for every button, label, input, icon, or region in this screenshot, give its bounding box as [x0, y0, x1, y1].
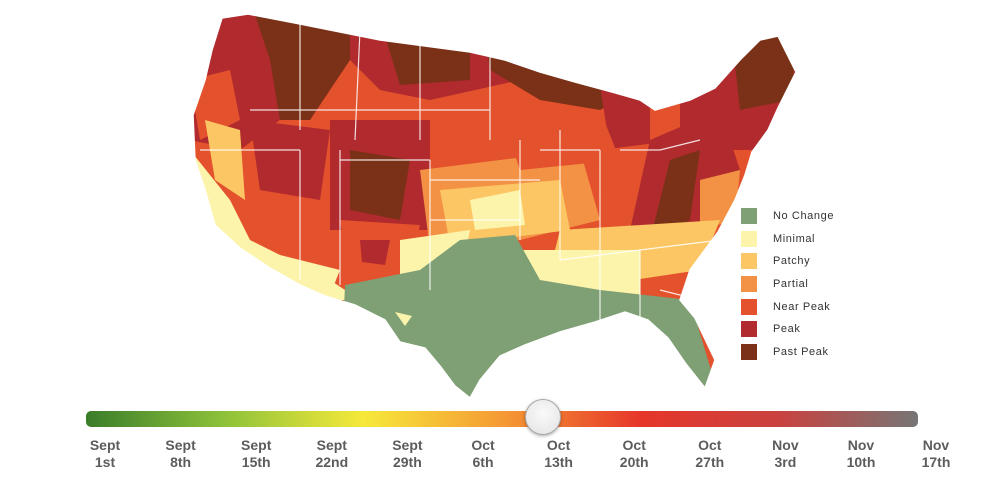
legend-item-no-change: No Change: [741, 205, 834, 228]
legend-item-past-peak: Past Peak: [741, 341, 834, 364]
tick-sept-8[interactable]: Sept 8th: [165, 437, 196, 470]
tick-nov-3[interactable]: Nov 3rd: [772, 437, 799, 470]
legend-label: No Change: [773, 210, 835, 223]
legend-swatch: [741, 276, 757, 293]
legend-label: Near Peak: [773, 300, 831, 313]
slider-track[interactable]: [86, 411, 918, 427]
legend-item-minimal: Minimal: [741, 228, 834, 251]
foliage-map: [192, 13, 797, 400]
legend-item-near-peak: Near Peak: [741, 295, 834, 318]
date-slider[interactable]: [86, 399, 918, 435]
legend-swatch: [741, 298, 757, 315]
date-ticks: Sept 1st Sept 8th Sept 15th Sept 22nd Sept 29…: [0, 437, 1002, 477]
slider-handle[interactable]: [525, 399, 561, 435]
legend-item-peak: Peak: [741, 318, 834, 341]
legend: No Change Minimal Patchy Partial Near Pe…: [741, 205, 834, 363]
tick-oct-27[interactable]: Oct 27th: [695, 437, 725, 470]
tick-sept-29[interactable]: Sept 29th: [392, 437, 423, 470]
legend-label: Minimal: [773, 232, 816, 245]
legend-swatch: [741, 208, 757, 225]
tick-nov-10[interactable]: Nov 10th: [846, 437, 876, 470]
legend-label: Peak: [773, 323, 801, 336]
tick-oct-13[interactable]: Oct 13th: [544, 437, 573, 470]
tick-nov-17[interactable]: Nov 17th: [921, 437, 951, 470]
legend-swatch: [741, 343, 757, 360]
legend-swatch: [741, 321, 757, 338]
legend-swatch: [741, 253, 757, 270]
tick-sept-1[interactable]: Sept 1st: [89, 437, 121, 470]
legend-item-partial: Partial: [741, 273, 834, 296]
tick-oct-20[interactable]: Oct 20th: [619, 437, 649, 470]
tick-sept-15[interactable]: Sept 15th: [241, 437, 272, 470]
legend-swatch: [741, 230, 757, 247]
tick-sept-22[interactable]: Sept 22nd: [315, 437, 349, 470]
legend-label: Past Peak: [773, 345, 829, 358]
tick-oct-6[interactable]: Oct 6th: [471, 437, 495, 470]
legend-label: Partial: [773, 278, 809, 291]
legend-item-patchy: Patchy: [741, 250, 834, 273]
legend-label: Patchy: [773, 255, 811, 268]
